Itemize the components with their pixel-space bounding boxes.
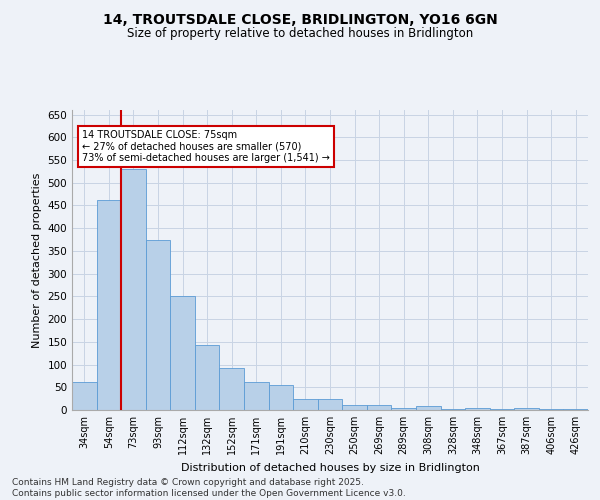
Bar <box>170 296 195 410</box>
Bar <box>244 382 269 410</box>
Bar <box>514 408 539 410</box>
Bar <box>416 406 440 410</box>
Text: 14 TROUTSDALE CLOSE: 75sqm
← 27% of detached houses are smaller (570)
73% of sem: 14 TROUTSDALE CLOSE: 75sqm ← 27% of deta… <box>82 130 330 162</box>
Bar <box>367 406 391 410</box>
Bar <box>220 368 244 410</box>
Bar <box>318 398 342 410</box>
Text: Size of property relative to detached houses in Bridlington: Size of property relative to detached ho… <box>127 28 473 40</box>
Bar <box>391 408 416 410</box>
Bar <box>490 409 514 410</box>
X-axis label: Distribution of detached houses by size in Bridlington: Distribution of detached houses by size … <box>181 462 479 472</box>
Bar <box>121 169 146 410</box>
Bar <box>72 382 97 410</box>
Bar <box>293 398 318 410</box>
Bar <box>440 409 465 410</box>
Y-axis label: Number of detached properties: Number of detached properties <box>32 172 42 348</box>
Bar <box>269 385 293 410</box>
Bar <box>563 408 588 410</box>
Bar <box>539 408 563 410</box>
Bar <box>195 346 220 410</box>
Text: 14, TROUTSDALE CLOSE, BRIDLINGTON, YO16 6GN: 14, TROUTSDALE CLOSE, BRIDLINGTON, YO16 … <box>103 12 497 26</box>
Bar <box>465 408 490 410</box>
Bar <box>146 240 170 410</box>
Text: Contains HM Land Registry data © Crown copyright and database right 2025.
Contai: Contains HM Land Registry data © Crown c… <box>12 478 406 498</box>
Bar <box>342 406 367 410</box>
Bar <box>97 200 121 410</box>
